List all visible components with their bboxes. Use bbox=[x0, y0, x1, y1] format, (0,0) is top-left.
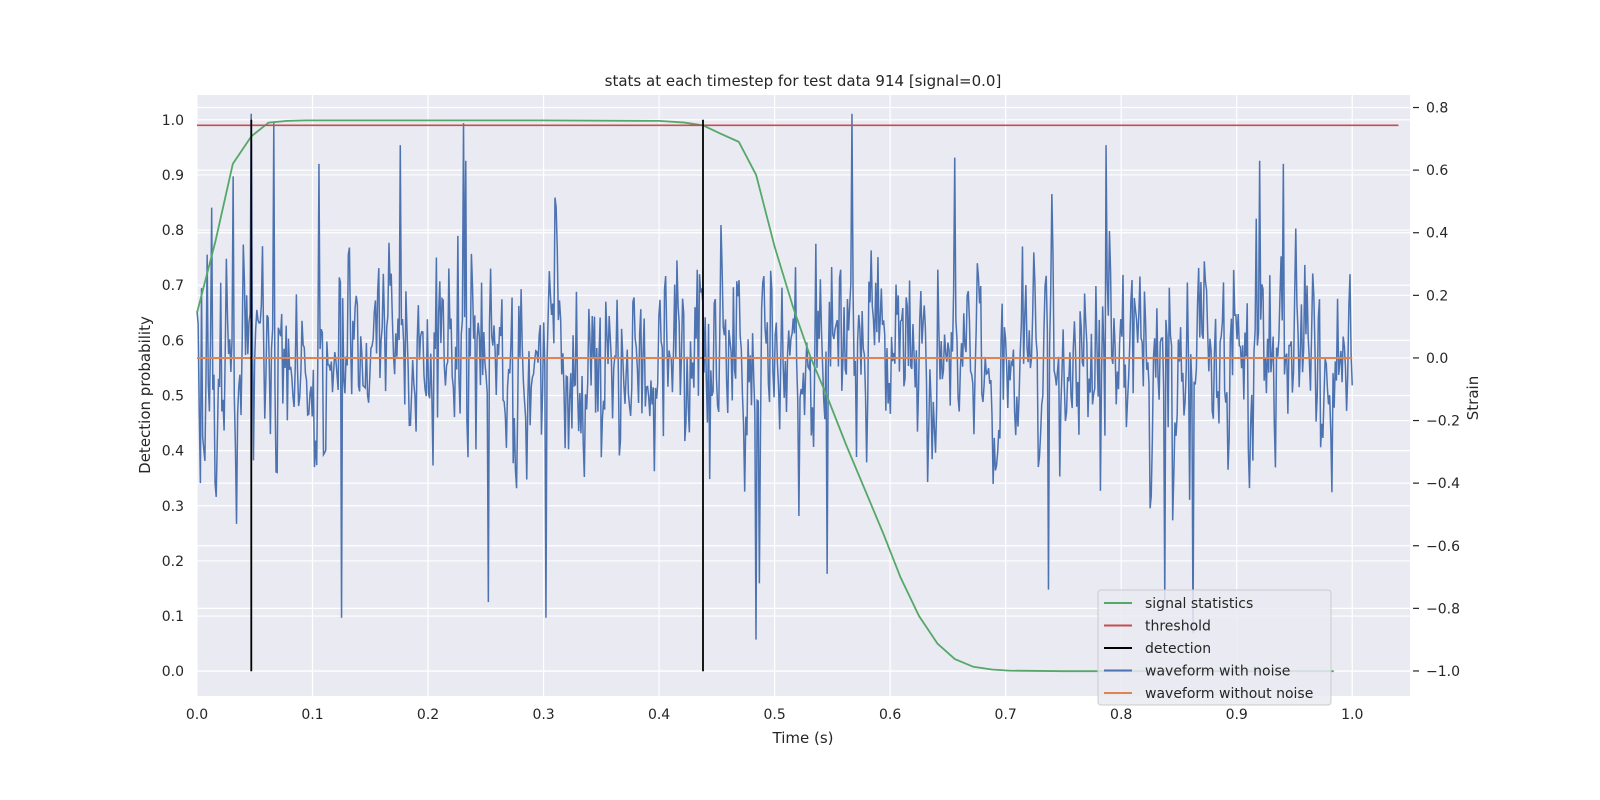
x-tick-label: 0.1 bbox=[301, 707, 323, 723]
y-tick-label: 0.0 bbox=[162, 664, 184, 680]
y-tick-label: 0.5 bbox=[162, 389, 184, 405]
y-tick-label: 0.4 bbox=[162, 444, 184, 460]
x-tick-label: 0.2 bbox=[417, 707, 439, 723]
y2-tick-label: 0.2 bbox=[1426, 288, 1448, 304]
x-tick-label: 0.4 bbox=[648, 707, 670, 723]
legend-box bbox=[1097, 589, 1332, 706]
y2-tick-label: 0.0 bbox=[1426, 351, 1448, 367]
x-tick-label: 0.6 bbox=[879, 707, 901, 723]
y-tick-label: 0.2 bbox=[162, 554, 184, 570]
legend-label: threshold bbox=[1145, 619, 1211, 635]
y-tick-label: 0.6 bbox=[162, 333, 184, 349]
y-tick-label: 0.9 bbox=[162, 168, 184, 184]
y-tick-label: 0.3 bbox=[162, 499, 184, 515]
y2-tick-label: 0.4 bbox=[1426, 226, 1448, 242]
legend: signal statistics threshold detection wavef… bbox=[1097, 589, 1332, 706]
y-tick-label: 1.0 bbox=[162, 113, 184, 129]
y2-tick-label: 0.8 bbox=[1426, 101, 1448, 117]
signal-statistics-line bbox=[196, 119, 1334, 673]
legend-label: detection bbox=[1145, 641, 1211, 657]
x-tick-label: 0.3 bbox=[532, 707, 554, 723]
y-tick-label: 0.8 bbox=[162, 223, 184, 239]
x-axis-label: Time (s) bbox=[772, 729, 834, 747]
x-tick-label: 0.9 bbox=[1226, 707, 1248, 723]
legend-label: signal statistics bbox=[1145, 596, 1253, 612]
x-tick-label: 1.0 bbox=[1341, 707, 1363, 723]
x-axis: 0.0 0.1 0.2 0.3 0.4 0.5 0.6 0.7 0.8 0.9 1.0 bbox=[186, 707, 1364, 723]
y-axis-label: Detection probability bbox=[136, 316, 154, 474]
waveform-with-noise-line bbox=[196, 113, 1353, 640]
x-tick-label: 0.0 bbox=[186, 707, 208, 723]
y-axis-right: −1.0 −0.8 −0.6 −0.4 −0.2 0.0 0.2 0.4 0.6 0.8 bbox=[1413, 101, 1460, 680]
y2-tick-label: 0.6 bbox=[1426, 163, 1448, 179]
y2-tick-label: −1.0 bbox=[1426, 664, 1460, 680]
y2-tick-label: −0.2 bbox=[1426, 414, 1460, 430]
y-axis-left: 0.0 0.1 0.2 0.3 0.4 0.5 0.6 0.7 0.8 0.9 1.0 bbox=[162, 113, 184, 680]
chart-title: stats at each timestep for test data 914… bbox=[605, 72, 1002, 90]
y2-tick-label: −0.6 bbox=[1426, 539, 1460, 555]
x-tick-label: 0.8 bbox=[1110, 707, 1132, 723]
series-layer bbox=[196, 113, 1399, 673]
x-tick-label: 0.7 bbox=[995, 707, 1017, 723]
x-tick-label: 0.5 bbox=[763, 707, 785, 723]
y-tick-label: 0.7 bbox=[162, 278, 184, 294]
y2-tick-label: −0.8 bbox=[1426, 601, 1460, 617]
y2-tick-label: −0.4 bbox=[1426, 476, 1460, 492]
y2-axis-label: Strain bbox=[1464, 376, 1482, 420]
legend-label: waveform without noise bbox=[1145, 686, 1313, 702]
legend-label: waveform with noise bbox=[1145, 664, 1290, 680]
y-tick-label: 0.1 bbox=[162, 609, 184, 625]
